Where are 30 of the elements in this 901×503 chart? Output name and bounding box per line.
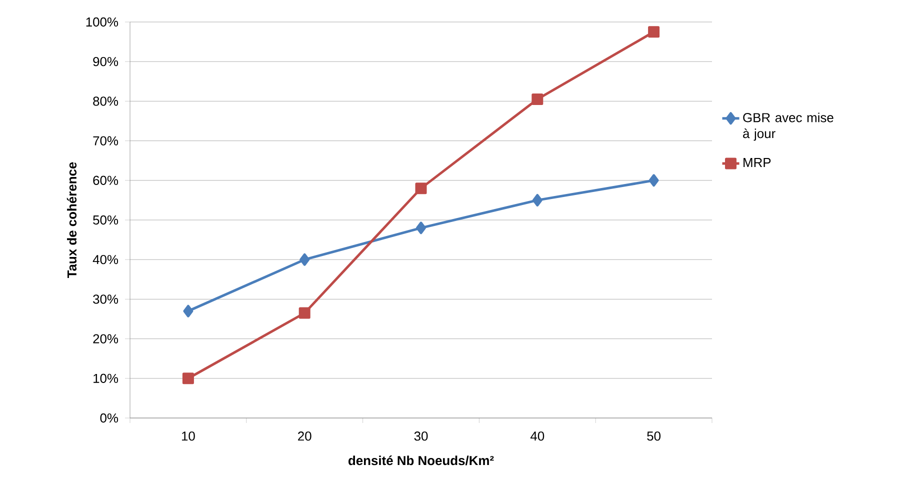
y-tick-label: 30% [93,294,118,304]
x-tick-label: 40 [530,432,544,441]
y-tick-label: 90% [93,57,118,66]
legend-label: GBR avec mise à jour [743,112,834,141]
x-tick-label: 20 [298,432,312,441]
y-tick-label: 80% [93,96,118,106]
point [416,222,426,234]
point [532,194,542,206]
y-tick-label: 50% [93,215,118,225]
x-tick-label: 50 [647,432,660,441]
point [298,307,310,319]
point [300,253,310,266]
y-tick-label: 40% [92,255,118,264]
x-tick-label: 10 [182,432,195,441]
legend-label: MRP [744,158,771,167]
point [183,304,194,318]
point [415,182,427,194]
point [648,26,660,38]
x-axis-title: densité Nb Noeuds/Km² [348,456,494,466]
point [532,93,544,105]
y-tick-label: 0% [100,413,118,423]
y-axis-title: Taux de cohérence [66,162,77,278]
y-tick-label: 100% [86,17,118,27]
y-tick-label: 60% [93,176,118,185]
y-tick-label: 70% [93,136,118,146]
point [182,372,194,384]
x-tick-label: 30 [414,432,428,441]
y-tick-label: 20% [93,334,118,344]
y-tick-label: 10% [94,374,118,383]
point [648,174,659,187]
